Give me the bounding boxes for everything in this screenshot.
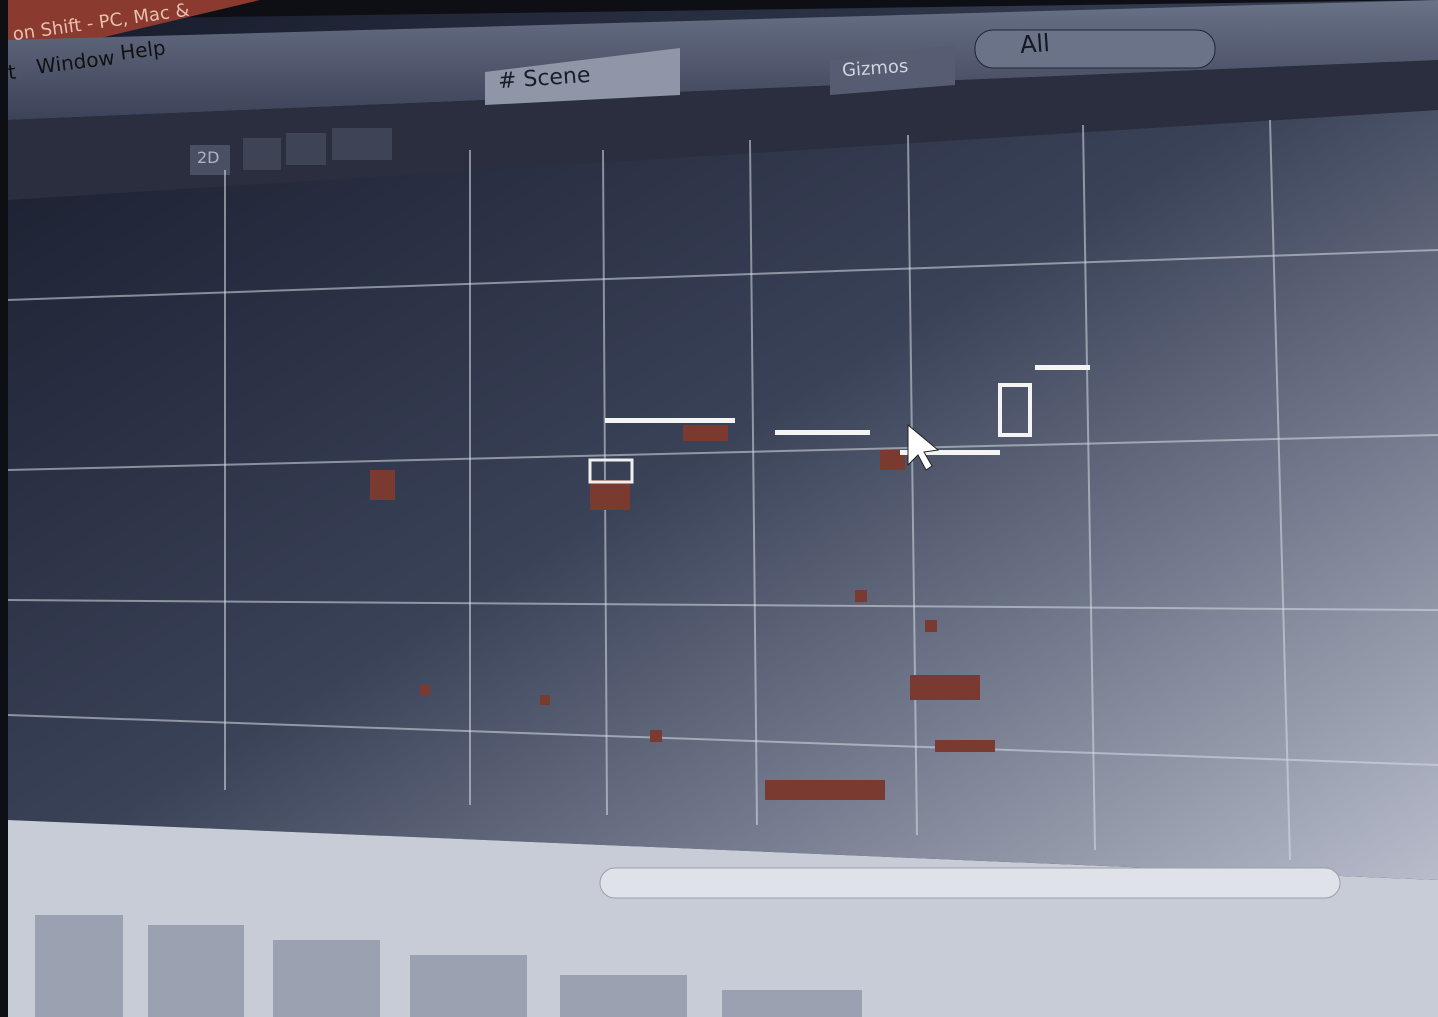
platform [605,418,735,423]
sprite [683,425,728,441]
sprite [420,685,430,695]
platform [998,383,1032,437]
asset-thumb[interactable] [35,915,123,1017]
audio-button[interactable] [286,133,326,165]
sprite [910,675,980,700]
platform [900,450,1000,455]
platforms [605,365,1090,455]
asset-thumb[interactable] [148,925,244,1017]
asset-thumbnails [35,915,862,1017]
grid-line [7,249,1438,301]
sprite [370,470,395,500]
scene-toolbar [8,60,1438,200]
grid-line [749,139,758,826]
sprite [880,450,905,470]
gizmos-button[interactable] [830,45,955,95]
search-field[interactable] [974,29,1216,69]
asset-thumb[interactable] [560,975,687,1017]
grid-line [1082,124,1096,851]
sprite [650,730,662,742]
platform [1035,365,1090,370]
sprite [590,480,630,510]
2d-label: 2D [197,148,220,167]
sprite [540,695,550,705]
grid-line [7,714,1438,766]
light-button[interactable] [243,138,281,170]
2d-button[interactable] [190,145,230,175]
grid-line [7,434,1438,471]
asset-search[interactable] [599,867,1341,899]
grid-line [7,599,1438,611]
sprites [370,425,995,800]
asset-thumb[interactable] [722,990,862,1017]
scene-tab[interactable] [485,48,680,105]
sprite [765,780,885,800]
sprite [935,740,995,752]
sprite [925,620,937,632]
grid-line [1269,119,1291,861]
grid [7,119,1438,861]
platform [775,430,870,435]
cursor [907,423,940,471]
search-label: All [1019,28,1051,60]
fx-button[interactable] [332,128,392,160]
grid-line [907,134,918,836]
sprite [855,590,867,602]
asset-thumb[interactable] [410,955,527,1017]
asset-thumb[interactable] [273,940,380,1017]
selection-box [588,458,634,484]
